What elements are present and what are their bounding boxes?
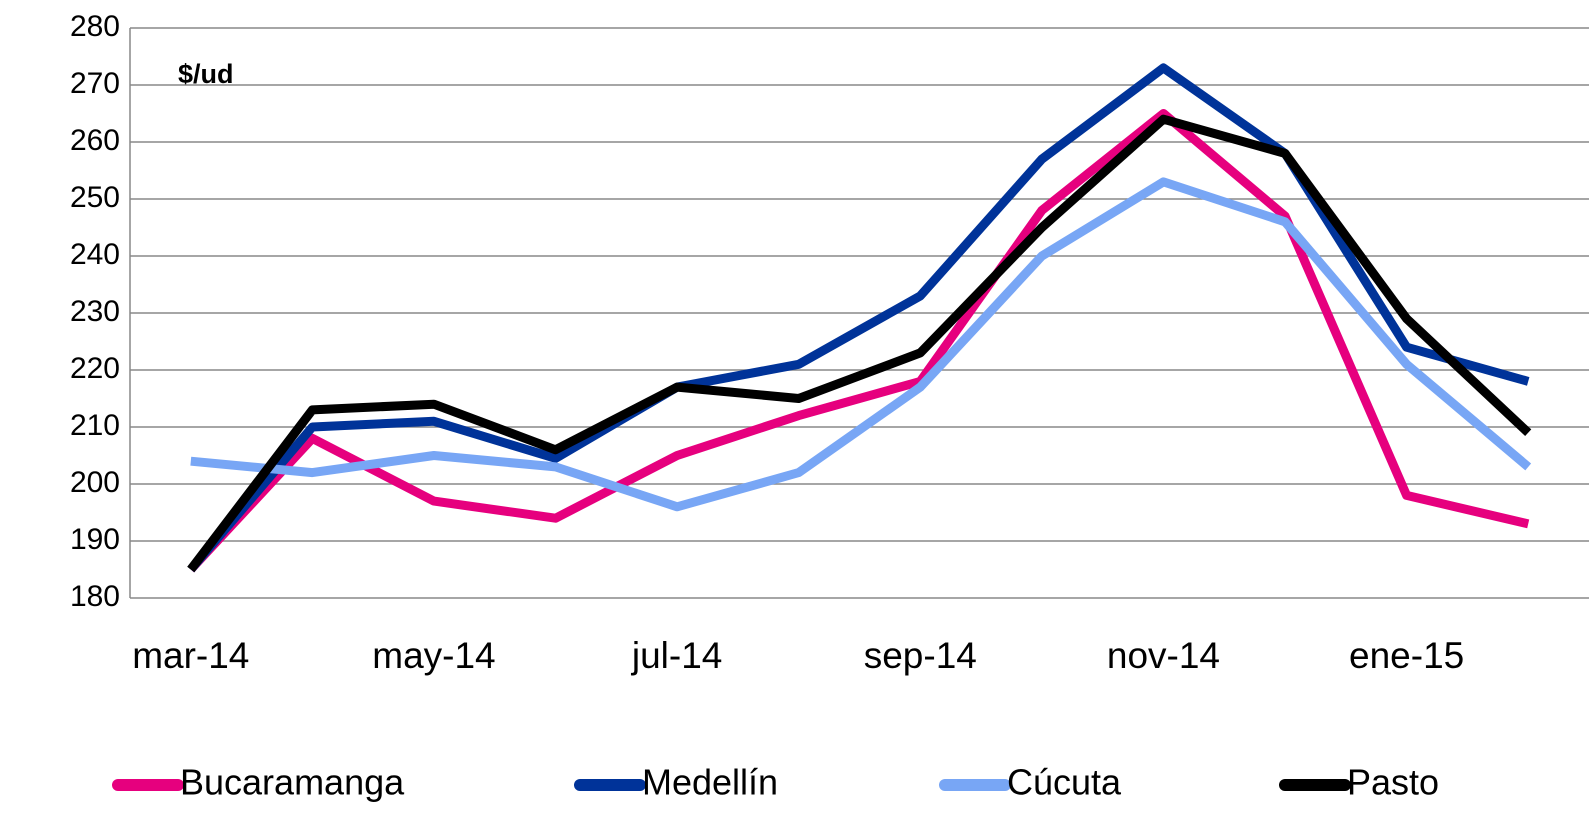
legend-label: Pasto <box>1347 762 1439 803</box>
y-tick-label: 250 <box>70 181 120 214</box>
x-tick-label: nov-14 <box>1107 635 1220 676</box>
series-line <box>187 114 1532 573</box>
y-tick-label: 180 <box>70 580 120 613</box>
y-tick-label: 240 <box>70 238 120 271</box>
x-tick-label: jul-14 <box>631 635 723 676</box>
series-line <box>187 109 1530 573</box>
y-tick-label: 280 <box>70 10 120 43</box>
y-tick-label: 270 <box>70 67 120 100</box>
y-tick-label: 220 <box>70 352 120 385</box>
y-tick-label: 190 <box>70 523 120 556</box>
y-tick-label: 230 <box>70 295 120 328</box>
y-tick-label: 200 <box>70 466 120 499</box>
annotation: $/ud <box>178 59 234 89</box>
y-tick-label: 210 <box>70 409 120 442</box>
y-tick-label: 260 <box>70 124 120 157</box>
x-tick-label: ene-15 <box>1349 635 1464 676</box>
legend-label: Cúcuta <box>1007 762 1122 803</box>
series-line <box>190 177 1532 512</box>
x-tick-label: mar-14 <box>132 635 249 676</box>
legend-label: Medellín <box>642 762 778 803</box>
legend-label: Bucaramanga <box>180 762 405 803</box>
x-tick-label: may-14 <box>372 635 495 676</box>
x-tick-label: sep-14 <box>864 635 977 676</box>
